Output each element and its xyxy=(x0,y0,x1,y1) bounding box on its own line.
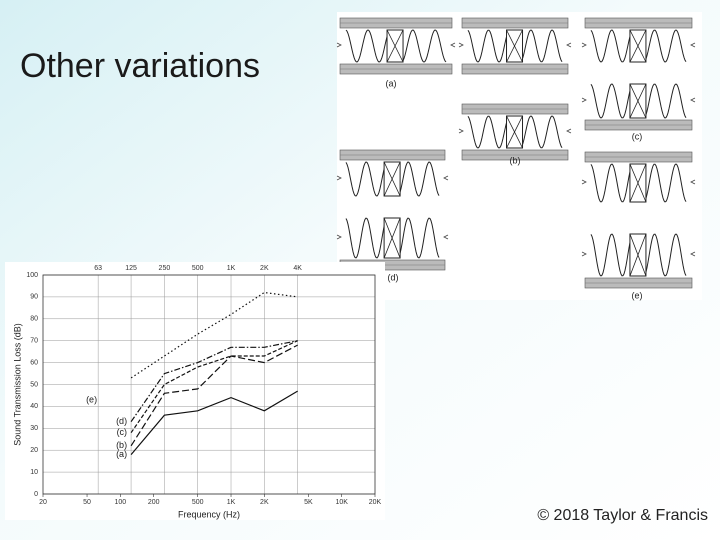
series-line xyxy=(130,340,298,434)
stud-cross xyxy=(506,115,523,149)
stud-cross xyxy=(383,217,401,259)
break-mark xyxy=(336,234,449,240)
x-tick-label: 2K xyxy=(260,499,269,506)
y-tick-label: 70 xyxy=(30,338,38,345)
stud-cross xyxy=(506,29,523,63)
y-tick-label: 20 xyxy=(30,447,38,454)
x-tick-label: 20K xyxy=(369,499,382,506)
top-tick-label: 4K xyxy=(293,265,302,272)
stud-cross xyxy=(383,161,401,197)
top-tick-label: 500 xyxy=(192,265,204,272)
wall-diagram: (a) (b) (c) (d) (e) xyxy=(336,17,696,300)
diagram-label: (c) xyxy=(632,131,643,141)
series-line xyxy=(130,344,298,447)
top-tick-label: 125 xyxy=(125,265,137,272)
series-line xyxy=(130,291,298,379)
x-tick-label: 10K xyxy=(335,499,348,506)
series-line xyxy=(130,390,298,455)
chart: 0 10 20 30 40 50 60 70 80 90 100 20 50 100 200 500 1K 2K 5… xyxy=(12,265,381,520)
diagram-label: (e) xyxy=(632,290,643,300)
stud-cross xyxy=(629,83,647,119)
plot-frame xyxy=(42,274,376,495)
chart-panel xyxy=(5,262,385,520)
top-tick-label: 63 xyxy=(94,265,102,272)
break-mark xyxy=(581,251,696,257)
y-tick-label: 80 xyxy=(30,316,38,323)
series-label: (a) xyxy=(116,449,127,459)
diagram-label: (d) xyxy=(388,272,399,282)
break-mark xyxy=(581,179,696,185)
stud-cross xyxy=(386,29,404,63)
slide-title: Other variations xyxy=(20,47,260,85)
x-tick-label: 200 xyxy=(148,499,160,506)
break-mark xyxy=(336,175,449,181)
x-axis-label: Frequency (Hz) xyxy=(178,509,240,519)
stud-cross xyxy=(629,29,647,63)
diagram-label: (b) xyxy=(510,155,521,165)
series-label: (b) xyxy=(116,440,127,450)
series-label: (c) xyxy=(117,427,128,437)
top-tick-label: 1K xyxy=(227,265,236,272)
stud-cross xyxy=(629,163,647,203)
break-mark xyxy=(336,42,456,48)
x-tick-label: 20 xyxy=(39,499,47,506)
top-tick-label: 2K xyxy=(260,265,269,272)
x-tick-label: 100 xyxy=(115,499,127,506)
y-tick-label: 0 xyxy=(34,491,38,498)
series-label: (e) xyxy=(86,394,97,404)
break-mark xyxy=(581,97,696,103)
x-tick-label: 1K xyxy=(227,499,236,506)
x-tick-label: 500 xyxy=(192,499,204,506)
y-tick-label: 60 xyxy=(30,359,38,366)
diagram-label: (a) xyxy=(386,78,397,88)
y-tick-label: 30 xyxy=(30,425,38,432)
y-axis-label: Sound Transmission Loss (dB) xyxy=(12,323,22,446)
break-mark xyxy=(581,42,696,48)
series-line xyxy=(130,340,298,423)
y-tick-label: 90 xyxy=(30,294,38,301)
y-tick-label: 100 xyxy=(26,272,38,279)
footer: © 2018 Taylor & Francis xyxy=(537,507,708,524)
series-label: (d) xyxy=(116,416,127,426)
y-tick-label: 50 xyxy=(30,381,38,388)
y-tick-label: 10 xyxy=(30,469,38,476)
stud-cross xyxy=(629,233,647,277)
break-mark xyxy=(458,42,572,48)
y-tick-label: 40 xyxy=(30,403,38,410)
top-tick-label: 250 xyxy=(159,265,171,272)
x-tick-label: 50 xyxy=(83,499,91,506)
x-tick-label: 5K xyxy=(304,499,313,506)
break-mark xyxy=(458,128,572,134)
